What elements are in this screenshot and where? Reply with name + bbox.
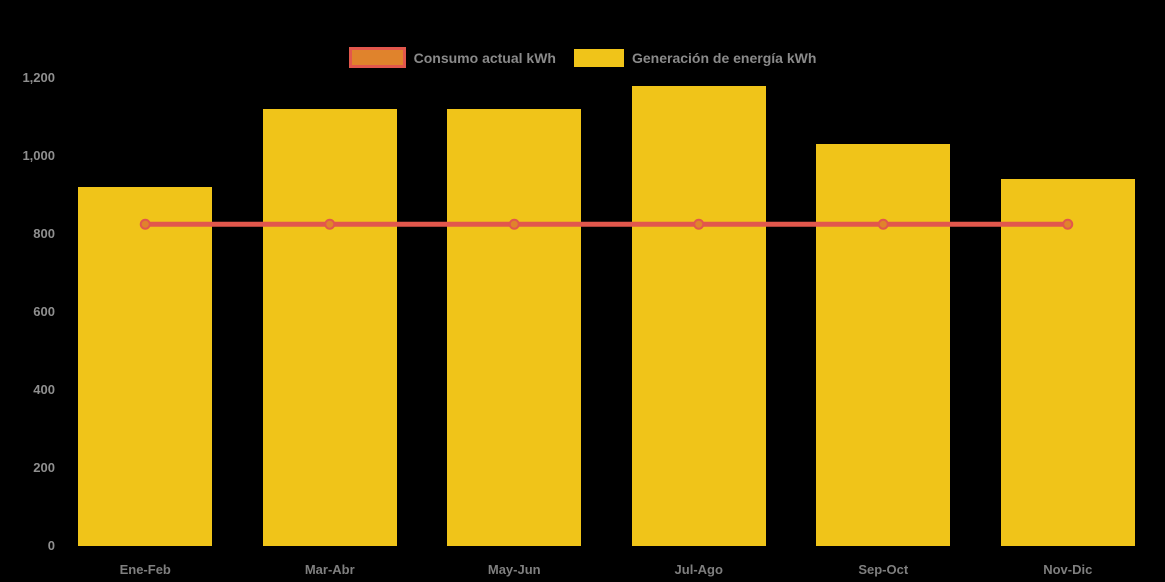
x-axis-label-ene-feb: Ene-Feb (119, 562, 171, 577)
x-axis-label-jul-ago: Jul-Ago (674, 562, 723, 577)
y-axis-tick-label: 200 (33, 460, 55, 475)
bar-jul-ago[interactable] (631, 85, 766, 546)
legend-item-generacion[interactable]: Generación de energía kWh (573, 48, 817, 67)
line-marker-sep-oct[interactable] (877, 218, 889, 230)
y-axis-tick-label: 600 (33, 304, 55, 319)
line-marker-jul-ago[interactable] (693, 218, 705, 230)
y-axis-tick-label: 1,200 (22, 70, 55, 85)
x-axis-label-sep-oct: Sep-Oct (858, 562, 909, 577)
consumo-line-swatch-icon (348, 47, 406, 68)
legend-label-generacion: Generación de energía kWh (631, 49, 817, 66)
y-axis-tick-label: 400 (33, 382, 55, 397)
chart-legend: Consumo actual kWh Generación de energía… (0, 47, 1165, 68)
legend-label-consumo: Consumo actual kWh (413, 49, 556, 66)
line-marker-ene-feb[interactable] (139, 218, 151, 230)
line-marker-mar-abr[interactable] (324, 218, 336, 230)
x-axis-label-mar-abr: Mar-Abr (304, 562, 355, 577)
line-marker-may-jun[interactable] (508, 218, 520, 230)
bar-ene-feb[interactable] (78, 187, 213, 546)
bar-mar-abr[interactable] (262, 109, 397, 546)
x-axis-label-nov-dic: Nov-Dic (1043, 562, 1093, 577)
y-axis-tick-label: 800 (33, 226, 55, 241)
generacion-bar-swatch-icon (573, 48, 624, 67)
bar-nov-dic[interactable] (1000, 179, 1135, 546)
x-axis-label-may-jun: May-Jun (487, 562, 541, 577)
line-marker-nov-dic[interactable] (1062, 218, 1074, 230)
y-axis-tick-label: 0 (47, 538, 55, 553)
bar-sep-oct[interactable] (816, 144, 951, 546)
bar-may-jun[interactable] (447, 109, 582, 546)
y-axis-tick-label: 1,000 (22, 148, 55, 163)
legend-item-consumo[interactable]: Consumo actual kWh (348, 47, 556, 68)
